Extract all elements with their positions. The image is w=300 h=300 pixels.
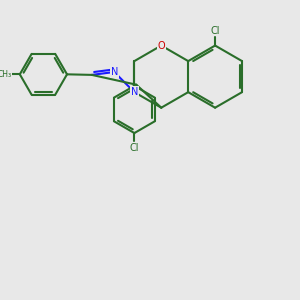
Text: N: N xyxy=(110,67,118,77)
Text: Cl: Cl xyxy=(210,26,220,36)
Text: CH₃: CH₃ xyxy=(0,70,12,79)
Text: O: O xyxy=(158,40,165,50)
Text: Cl: Cl xyxy=(130,143,139,153)
Text: N: N xyxy=(131,87,138,97)
